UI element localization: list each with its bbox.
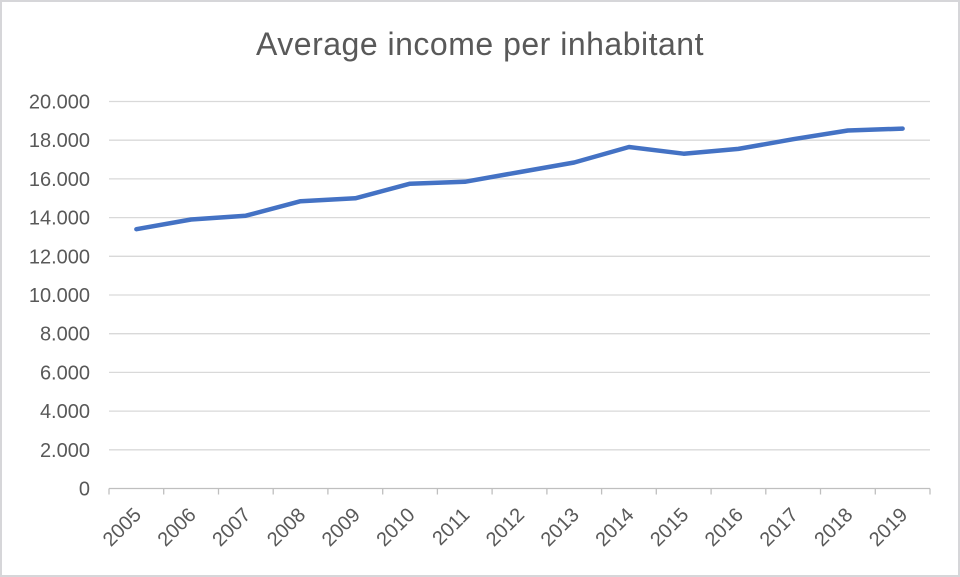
x-tick-label: 2012 (482, 504, 529, 551)
x-tick-label: 2006 (154, 504, 201, 551)
x-tick-label: 2014 (592, 504, 639, 551)
x-tick-label: 2016 (701, 504, 748, 551)
y-tick-label: 8.000 (40, 324, 90, 346)
x-tick-label: 2017 (756, 504, 803, 551)
x-tick-label: 2007 (208, 504, 255, 551)
y-tick-label: 16.000 (29, 169, 90, 191)
x-tick-label: 2005 (99, 504, 146, 551)
y-tick-label: 12.000 (29, 246, 90, 268)
x-tick-label: 2018 (810, 504, 857, 551)
x-tick-label: 2015 (646, 504, 693, 551)
x-tick-label: 2010 (373, 504, 420, 551)
y-tick-label: 4.000 (40, 401, 90, 423)
x-tick-label: 2009 (318, 504, 365, 551)
y-tick-label: 14.000 (29, 208, 90, 230)
x-tick-label: 2008 (263, 504, 310, 551)
x-tick-label: 2011 (428, 504, 474, 550)
y-tick-label: 2.000 (40, 440, 90, 462)
y-tick-label: 0 (79, 479, 90, 501)
y-tick-label: 10.000 (29, 285, 90, 307)
y-tick-label: 6.000 (40, 362, 90, 384)
y-tick-label: 20.000 (29, 92, 90, 114)
x-tick-label: 2013 (537, 504, 584, 551)
y-tick-label: 18.000 (29, 130, 90, 152)
chart-title: Average income per inhabitant (256, 26, 704, 62)
x-tick-label: 2019 (865, 504, 912, 551)
income-line-series (134, 126, 905, 232)
